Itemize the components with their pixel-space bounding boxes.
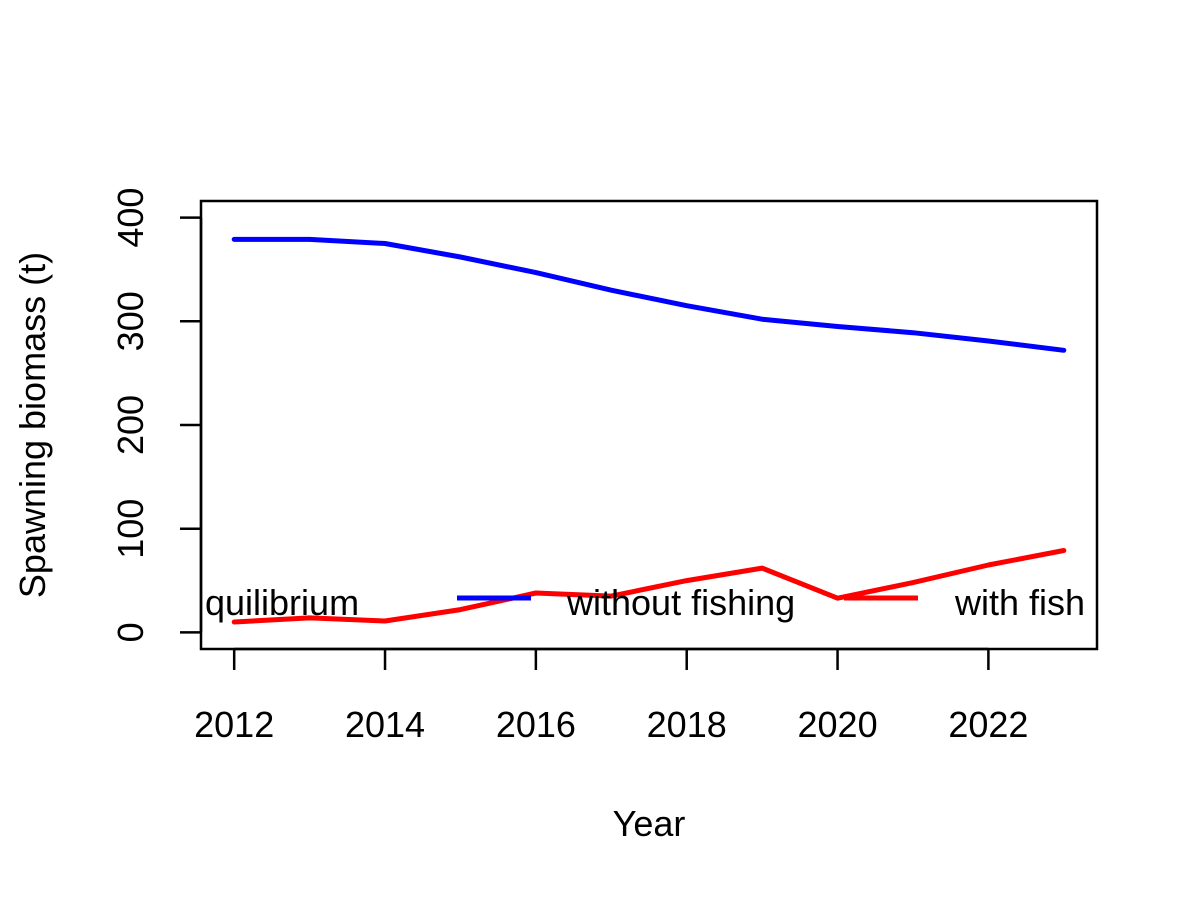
- legend: quilibrium without fishing with fish: [205, 582, 1085, 623]
- y-tick-label: 100: [110, 499, 151, 559]
- x-tick-label: 2012: [194, 704, 274, 745]
- x-tick-label: 2020: [798, 704, 878, 745]
- y-tick-label: 200: [110, 395, 151, 455]
- series-line-without-fishing: [231, 236, 1067, 353]
- y-axis: 0 100 200 300 400: [110, 188, 203, 642]
- x-axis-title: Year: [613, 803, 686, 844]
- legend-label-without-fishing: without fishing: [566, 582, 795, 623]
- y-axis-title: Spawning biomass (t): [12, 252, 53, 598]
- y-tick-label: 300: [110, 291, 151, 351]
- legend-title: quilibrium: [205, 582, 359, 623]
- x-tick-label: 2022: [948, 704, 1028, 745]
- x-tick-label: 2016: [496, 704, 576, 745]
- x-tick-label: 2018: [647, 704, 727, 745]
- series-line-with-fish: [231, 548, 1067, 625]
- x-tick-label: 2014: [345, 704, 425, 745]
- series-layer: [231, 236, 1067, 625]
- y-tick-label: 0: [110, 622, 151, 642]
- legend-label-with-fish: with fish: [954, 582, 1085, 623]
- y-tick-label: 400: [110, 188, 151, 248]
- x-axis: 2012 2014 2016 2018 2020 2022: [194, 647, 1028, 745]
